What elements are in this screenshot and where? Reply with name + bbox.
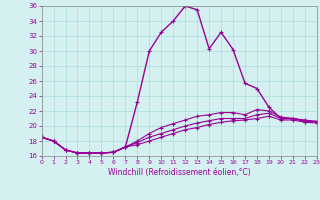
X-axis label: Windchill (Refroidissement éolien,°C): Windchill (Refroidissement éolien,°C) — [108, 168, 251, 177]
